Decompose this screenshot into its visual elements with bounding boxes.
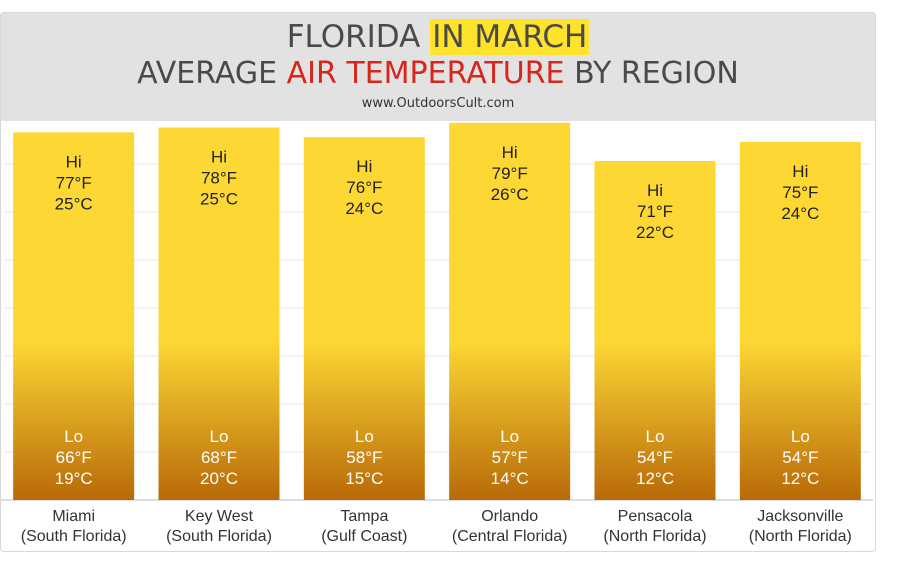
- lo-label: Lo: [500, 427, 519, 446]
- bar-miami: [13, 132, 135, 500]
- hi-label: 79°F: [492, 164, 528, 183]
- lo-label: Lo: [355, 427, 374, 446]
- title-in-march: IN MARCH: [430, 19, 590, 55]
- bar-key-west: [158, 127, 280, 501]
- lo-label: Lo: [64, 427, 83, 446]
- category-region-label: (Gulf Coast): [321, 528, 407, 545]
- hi-label: 77°F: [56, 173, 92, 192]
- bar-jacksonville: [739, 141, 861, 500]
- category-region-label: (North Florida): [749, 528, 852, 545]
- chart-subtitle: AVERAGE AIR TEMPERATURE BY REGION: [1, 56, 875, 91]
- hi-label: 25°C: [200, 190, 238, 209]
- lo-label: Lo: [646, 427, 665, 446]
- hi-label: 24°C: [781, 204, 819, 223]
- lo-label: 66°F: [56, 448, 92, 467]
- category-label: Jacksonville: [757, 508, 843, 525]
- hi-label: Hi: [647, 181, 663, 200]
- chart-frame: FLORIDA IN MARCH AVERAGE AIR TEMPERATURE…: [0, 12, 876, 552]
- hi-label: Hi: [211, 148, 227, 167]
- lo-label: 54°F: [782, 448, 818, 467]
- category-label: Orlando: [481, 508, 538, 525]
- lo-label: 54°F: [637, 448, 673, 467]
- hi-label: Hi: [356, 157, 372, 176]
- hi-label: 22°C: [636, 223, 674, 242]
- bar-orlando: [449, 122, 571, 501]
- title-florida: FLORIDA: [286, 19, 421, 55]
- lo-label: 68°F: [201, 448, 237, 467]
- hi-label: 78°F: [201, 169, 237, 188]
- bar-tampa: [303, 137, 425, 500]
- hi-label: Hi: [66, 152, 82, 171]
- bar-pensacola: [594, 160, 716, 500]
- title-average: AVERAGE: [137, 56, 278, 91]
- hi-label: 71°F: [637, 202, 673, 221]
- lo-label: 58°F: [346, 448, 382, 467]
- hi-label: 26°C: [491, 185, 529, 204]
- lo-label: 12°C: [781, 469, 819, 488]
- hi-label: 76°F: [346, 178, 382, 197]
- title-banner: FLORIDA IN MARCH AVERAGE AIR TEMPERATURE…: [1, 13, 875, 121]
- hi-label: 25°C: [55, 194, 93, 213]
- lo-label: 14°C: [491, 469, 529, 488]
- hi-label: 75°F: [782, 183, 818, 202]
- hi-label: Hi: [792, 162, 808, 181]
- lo-label: Lo: [791, 427, 810, 446]
- hi-label: Hi: [502, 143, 518, 162]
- category-region-label: (Central Florida): [452, 528, 568, 545]
- lo-label: 57°F: [492, 448, 528, 467]
- category-label: Miami: [52, 508, 95, 525]
- title-air-temperature: AIR TEMPERATURE: [286, 56, 565, 91]
- category-region-label: (North Florida): [603, 528, 706, 545]
- lo-label: 20°C: [200, 469, 238, 488]
- website-label: www.OutdoorsCult.com: [361, 96, 515, 111]
- category-label: Key West: [185, 508, 254, 525]
- lo-label: 15°C: [345, 469, 383, 488]
- lo-label: 12°C: [636, 469, 674, 488]
- lo-label: Lo: [210, 427, 229, 446]
- hi-label: 24°C: [345, 199, 383, 218]
- chart-title: FLORIDA IN MARCH: [1, 19, 875, 55]
- category-region-label: (South Florida): [21, 528, 127, 545]
- category-region-label: (South Florida): [166, 528, 272, 545]
- category-label: Pensacola: [618, 508, 693, 525]
- category-label: Tampa: [340, 508, 388, 525]
- title-by-region: BY REGION: [574, 56, 739, 91]
- lo-label: 19°C: [55, 469, 93, 488]
